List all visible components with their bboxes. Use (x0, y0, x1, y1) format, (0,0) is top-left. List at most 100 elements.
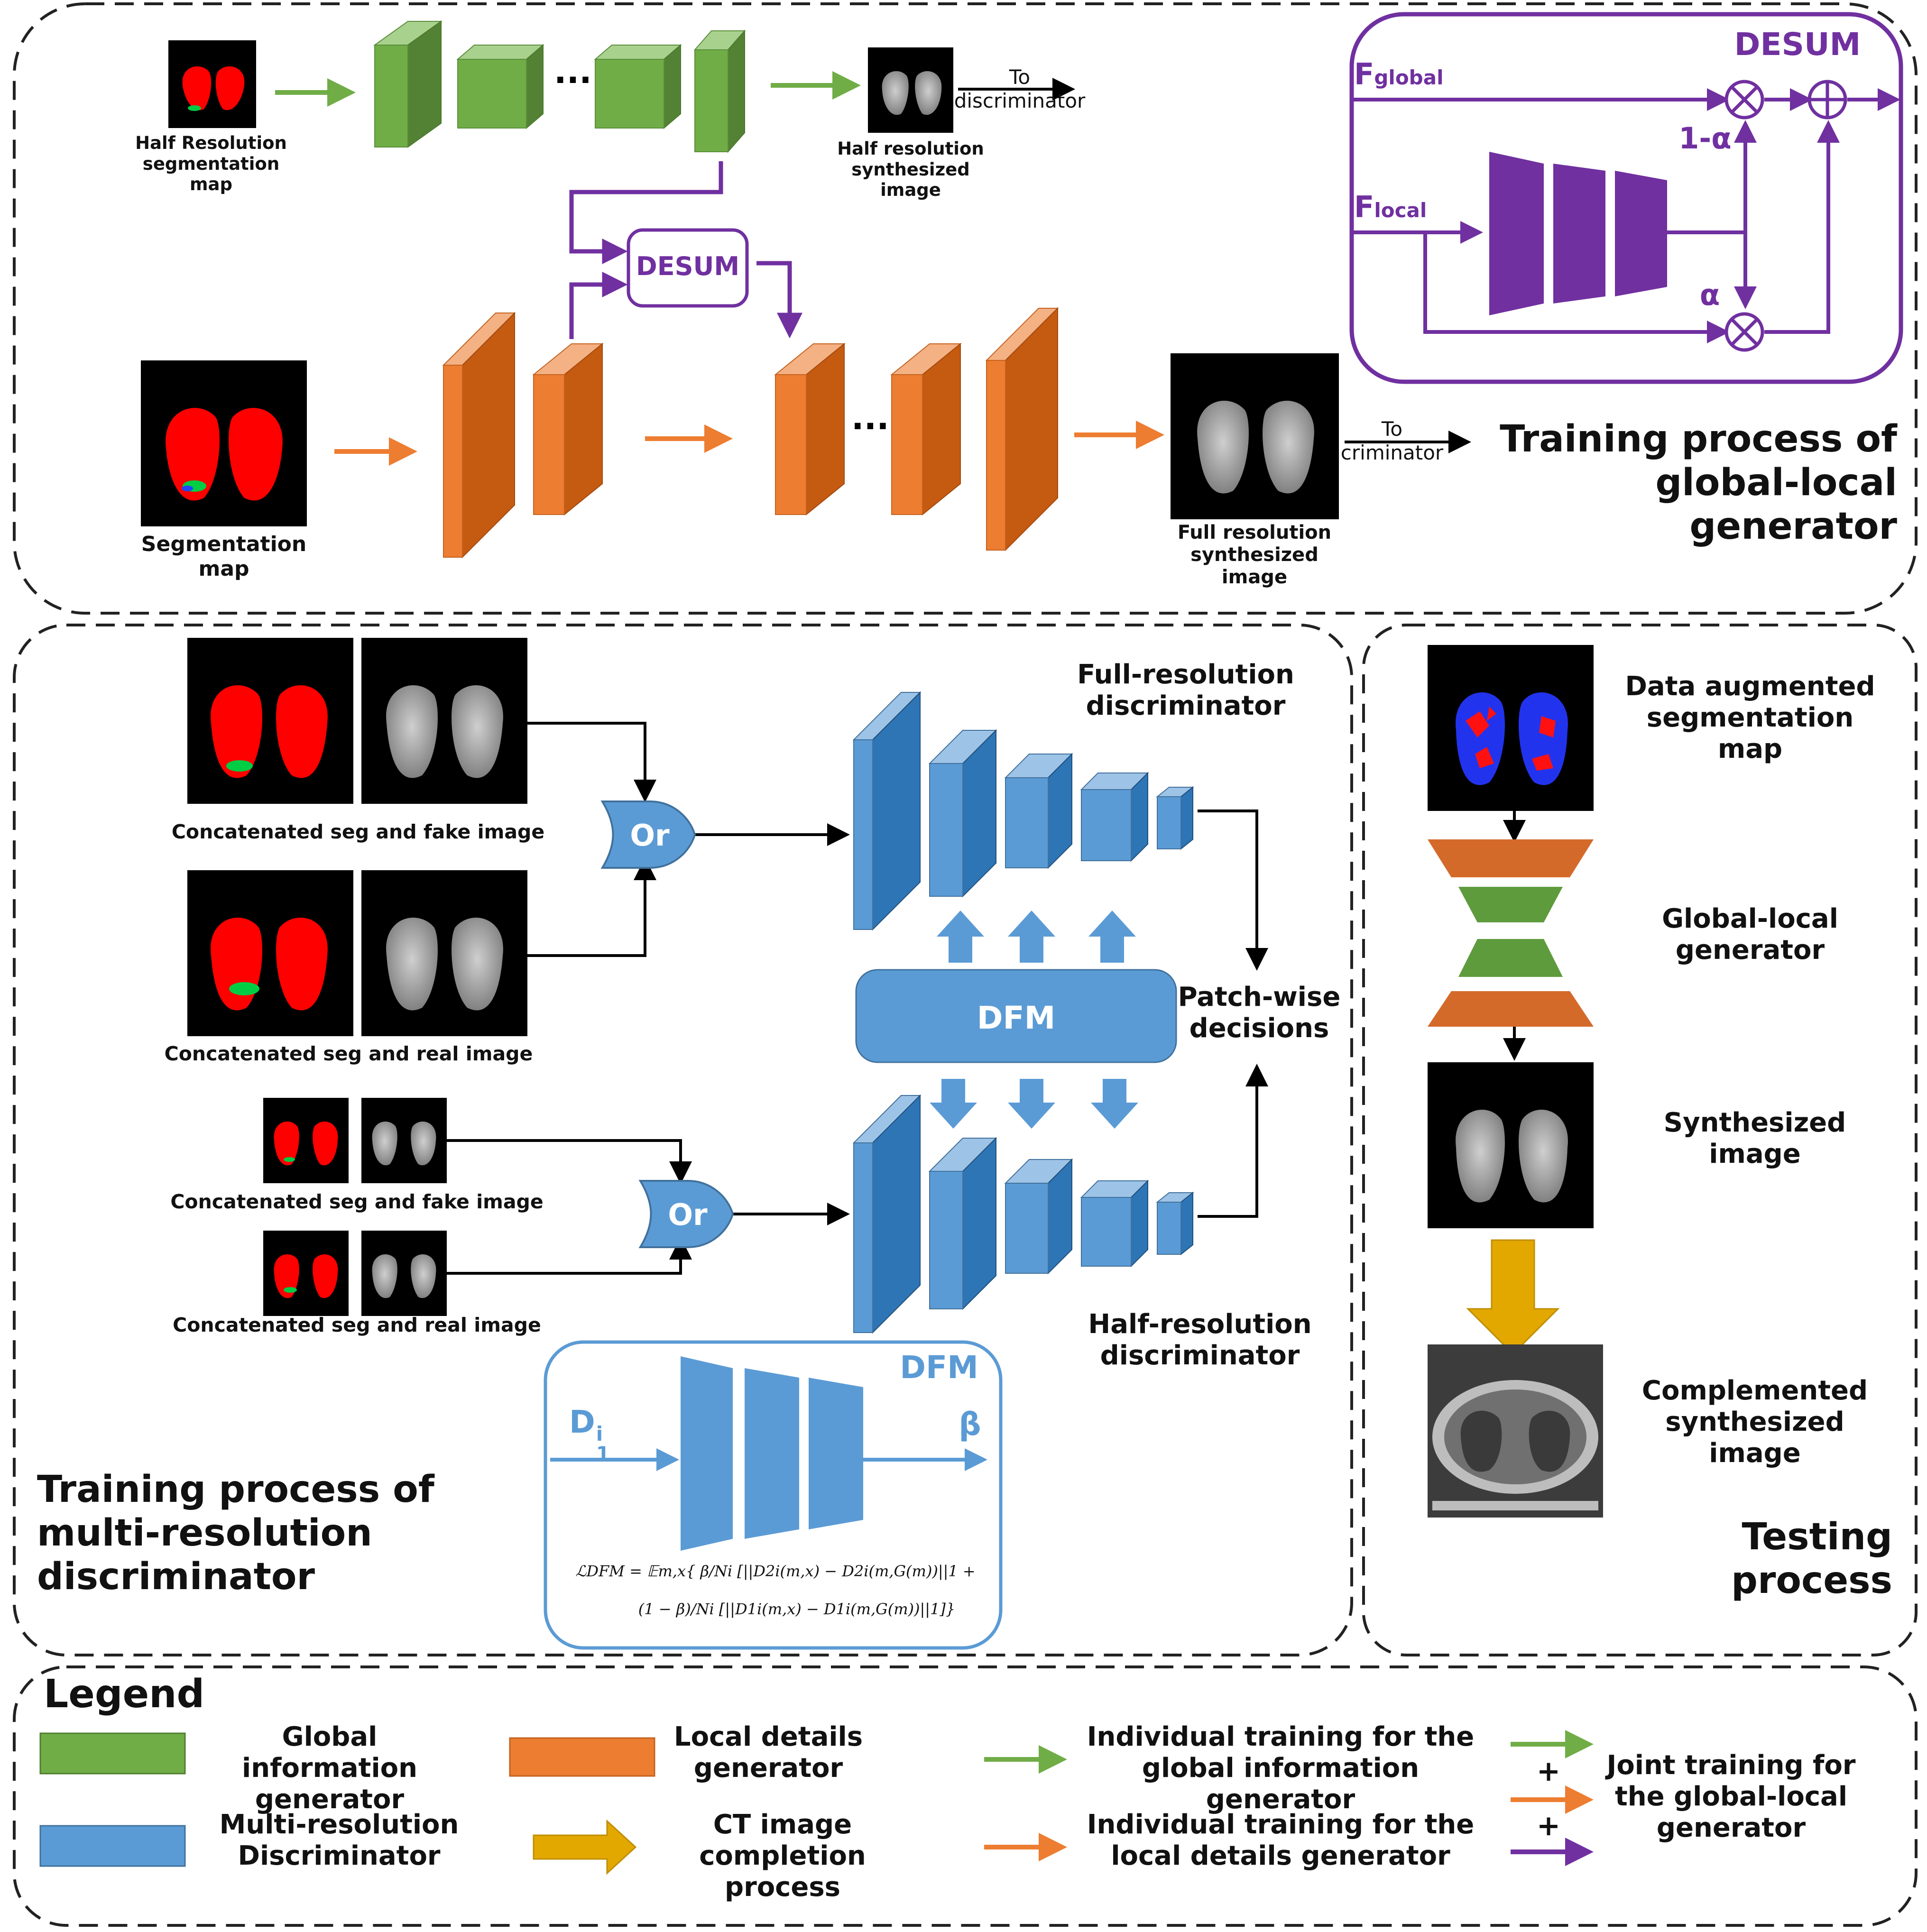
full-real-pair-label: Concatenated seg and real image (164, 1042, 533, 1065)
to-discriminator-label-2: To criminator (1340, 417, 1444, 464)
desum-flow-lines (1352, 88, 1900, 343)
seg-map-image (141, 360, 307, 526)
half-seg-map-label: Half Resolution segmentation map (135, 133, 287, 195)
half-fake-pair-label: Concatenated seg and fake image (170, 1190, 544, 1213)
discriminator-panel-title: Training process of multi-resolution dis… (37, 1468, 434, 1599)
half-res-synth-image (868, 47, 953, 133)
half-disc-block-3 (1004, 1158, 1073, 1275)
panel-discriminator-border (13, 624, 1353, 1656)
desum-box-label: DESUM (636, 251, 740, 281)
full-disc-block-1 (852, 691, 922, 931)
legend-orange-swatch (509, 1737, 655, 1777)
half-real-pair-image (263, 1231, 447, 1316)
or-gate-bottom-label: Or (668, 1197, 708, 1232)
legend-multi-disc-label: Multi-resolution Discriminator (219, 1809, 459, 1872)
dfm-down-arrows (930, 1079, 1138, 1129)
dfm-input-sup: i (596, 1422, 603, 1445)
dfm-loss-line2: (1 − β)/Ni [||D1i(m,x) − D1i(m,G(m))||1]… (638, 1600, 956, 1618)
test-complemented-image (1428, 1344, 1603, 1518)
synth-label: Synthesized image (1663, 1107, 1846, 1170)
dfm-box-label: DFM (977, 1000, 1056, 1036)
legend-local-gen-label: Local details generator (673, 1721, 863, 1784)
global-generator-block-2 (456, 44, 544, 129)
f-global-sub: global (1374, 66, 1444, 89)
seg-map-label: Segmentation map (141, 532, 307, 581)
desum-inset-title: DESUM (1734, 26, 1861, 63)
one-minus-alpha-label: 1-α (1678, 121, 1732, 156)
legend-global-gen-label: Global information generator (242, 1721, 417, 1815)
alpha-label: α (1699, 277, 1720, 312)
full-disc-block-4 (1080, 772, 1149, 862)
local-generator-block-2 (532, 342, 604, 516)
dfm-inset-title: DFM (900, 1349, 978, 1386)
legend-orange-arrow-label: Individual training for the local detail… (1087, 1809, 1475, 1872)
or-gate-bottom (638, 1180, 734, 1248)
full-disc-block-3 (1004, 753, 1073, 869)
aug-seg-map-image (1428, 645, 1594, 811)
purple-path-local-to-desum (569, 272, 628, 339)
panel-generator-border (13, 2, 1918, 615)
legend-green-arrow-label: Individual training for the global infor… (1087, 1721, 1475, 1815)
global-generator-block-3 (594, 44, 682, 129)
full-res-synth-label: Full resolution synthesized image (1177, 522, 1332, 589)
to-discriminator-label-1: To discriminator (954, 65, 1086, 112)
or-gate-top (600, 800, 696, 869)
times-icon-2 (1724, 312, 1764, 352)
connector-lines (447, 722, 1268, 1275)
half-disc-label: Half-resolution discriminator (1088, 1309, 1312, 1371)
dfm-box (855, 969, 1177, 1063)
half-disc-block-2 (928, 1137, 997, 1310)
legend-plus-2: + (1536, 1809, 1561, 1842)
full-fake-pair-label: Concatenated seg and fake image (171, 820, 545, 843)
testing-panel-title: Testing process (1731, 1516, 1892, 1602)
aug-seg-label: Data augmented segmentation map (1625, 671, 1875, 765)
legend-ct-label: CT image completion process (699, 1809, 866, 1903)
purple-path-desum-to-decoder (756, 261, 802, 339)
legend-green-swatch (39, 1732, 186, 1775)
panel-testing-border (1362, 624, 1918, 1656)
half-res-synth-label: Half resolution synthesized image (837, 138, 984, 201)
f-local-sub: local (1374, 199, 1427, 222)
desum-box (627, 228, 749, 308)
global-generator-block-1 (373, 20, 443, 148)
half-disc-block-4 (1080, 1179, 1149, 1268)
full-disc-block-2 (928, 729, 997, 898)
local-generator-block-4 (890, 342, 962, 516)
legend-plus-1: + (1536, 1755, 1561, 1788)
full-disc-label: Full-resolution discriminator (1077, 659, 1294, 722)
gen-label: Global-local generator (1662, 903, 1838, 966)
dfm-up-arrows (937, 911, 1136, 963)
test-generator-icon (1428, 839, 1594, 1027)
local-generator-block-5 (985, 307, 1059, 552)
desum-network (1489, 152, 1667, 315)
comp-label: Complemented synthesized image (1641, 1375, 1868, 1469)
ellipsis-top-orange: ... (851, 398, 889, 437)
dfm-loss-line1: ℒDFM = 𝔼m,x{ β/Ni [||D2i(m,x) − D2i(m,G(… (575, 1562, 976, 1580)
patch-wise-label: Patch-wise decisions (1178, 982, 1341, 1044)
full-disc-block-5 (1156, 786, 1194, 850)
legend-joint-label: Joint training for the global-local gene… (1606, 1750, 1856, 1844)
half-real-pair-label: Concatenated seg and real image (173, 1314, 541, 1336)
plus-icon (1807, 80, 1847, 120)
purple-path-global-to-desum (569, 161, 723, 264)
dfm-network (681, 1356, 863, 1551)
half-disc-block-1 (852, 1094, 922, 1334)
full-res-synth-image (1171, 353, 1339, 519)
half-fake-pair-image (263, 1098, 447, 1183)
ellipsis-top-green: ... (554, 52, 592, 91)
legend-title: Legend (44, 1672, 205, 1717)
f-local-label: Flocal (1354, 190, 1427, 224)
f-global-label: Fglobal (1354, 57, 1444, 92)
dfm-input-sub: 1 (596, 1442, 610, 1465)
ct-completion-arrow (1466, 1239, 1560, 1355)
legend-blue-swatch (39, 1825, 186, 1867)
legend-yellow-arrow (533, 1819, 637, 1875)
generator-panel-title: Training process of global-local generat… (1500, 418, 1897, 548)
times-icon (1724, 80, 1764, 120)
test-synth-image (1428, 1062, 1594, 1228)
full-real-pair-image (187, 870, 527, 1036)
dfm-output-label: β (959, 1406, 981, 1443)
half-seg-map-image (168, 40, 256, 128)
